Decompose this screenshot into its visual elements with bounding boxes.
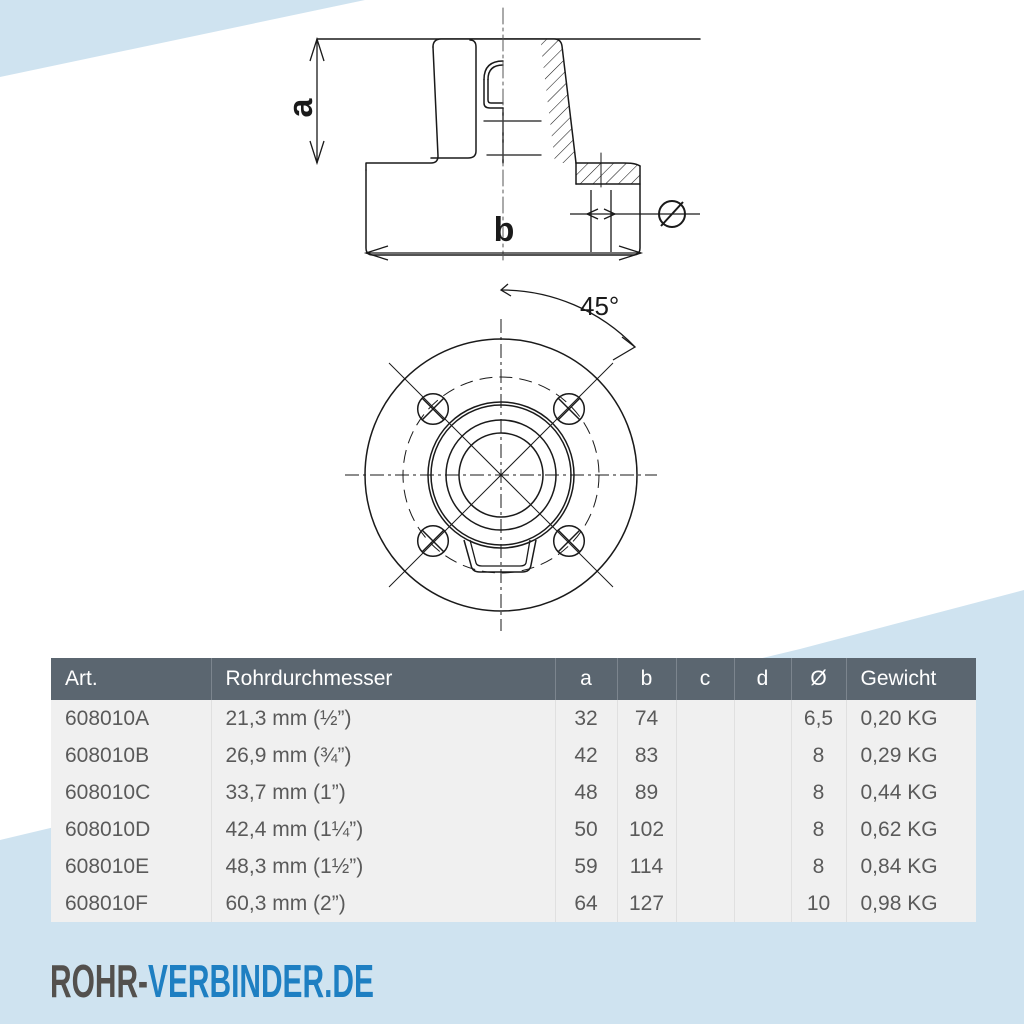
- svg-text:45°: 45°: [580, 291, 619, 321]
